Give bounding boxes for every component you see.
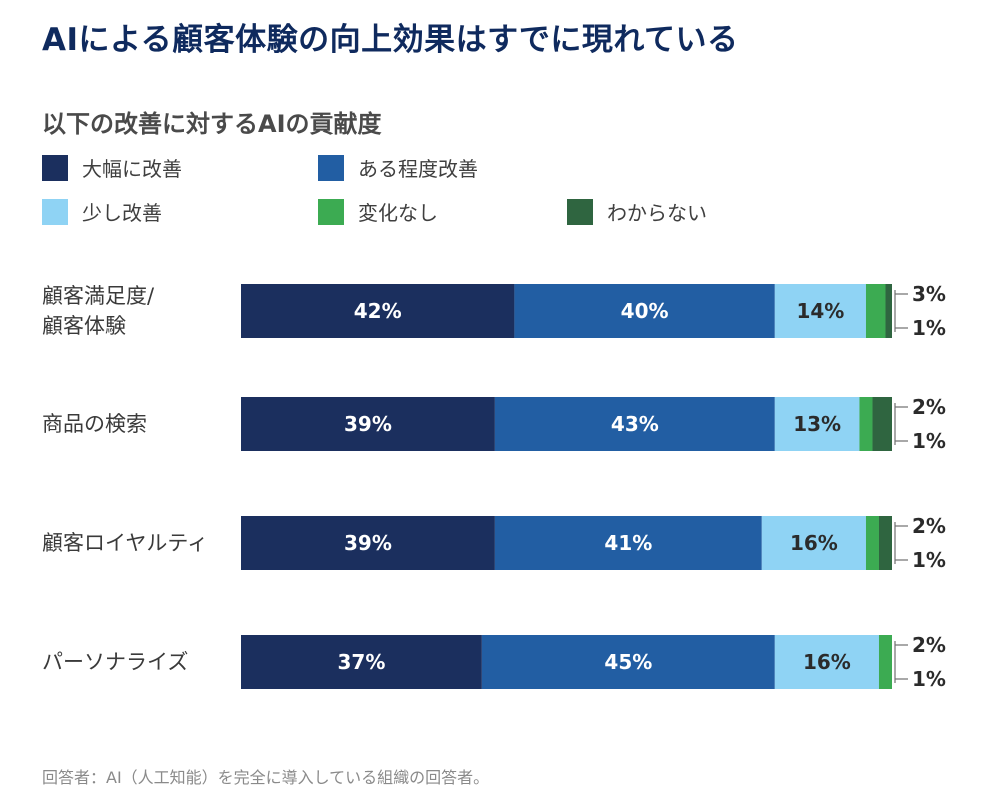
bar-segment-3 [761, 516, 866, 570]
data-label: 39% [344, 531, 392, 555]
category-label: 顧客ロイヤルティ [42, 531, 208, 555]
category-label: 商品の検索 [42, 412, 147, 436]
data-label: 42% [354, 299, 402, 323]
legend-item-major-improvement: 大幅に改善 [42, 153, 182, 182]
data-label: 13% [793, 412, 841, 436]
legend-item-slight-improvement: 少し改善 [42, 197, 162, 226]
bar-segment-2 [481, 635, 775, 689]
data-label-no-change: 3% [912, 282, 946, 306]
legend-swatch [318, 154, 344, 181]
bar-segment-1 [241, 516, 495, 570]
data-label: 16% [803, 650, 851, 674]
legend-swatch [42, 198, 68, 225]
bar-segment-3 [774, 284, 866, 338]
data-label: 39% [344, 412, 392, 436]
legend-label: 大幅に改善 [82, 157, 182, 181]
legend-item-no-change: 変化なし [318, 197, 438, 226]
chart-subtitle: 以下の改善に対するAIの貢献度 [42, 110, 382, 138]
data-label: 16% [790, 531, 838, 555]
legend-label: ある程度改善 [358, 157, 478, 181]
stacked-bar-chart: 顧客満足度/顧客体験 42% 40% 14% 3% 1% 商品の検索 39% 43% 13% 2% 1… [42, 282, 946, 691]
data-label: 45% [604, 650, 652, 674]
bar-segment-1 [241, 284, 515, 338]
footnote: 回答者：AI（人工知能）を完全に導入している組織の回答者。 [42, 768, 490, 787]
data-label-unknown: 1% [912, 548, 946, 572]
legend-swatch [42, 154, 68, 181]
bar-segment-2 [494, 516, 762, 570]
data-label: 41% [604, 531, 652, 555]
data-label: 14% [796, 299, 844, 323]
data-label-no-change: 2% [912, 395, 946, 419]
data-label: 37% [337, 650, 385, 674]
bar-segment-3 [774, 397, 860, 451]
bar-segment-5 [885, 284, 892, 338]
data-label-no-change: 2% [912, 633, 946, 657]
legend-label: 変化なし [358, 201, 438, 225]
bar-segment-2 [494, 397, 775, 451]
bar-segment-5 [872, 397, 892, 451]
data-label-no-change: 2% [912, 514, 946, 538]
bar-segment-5 [878, 516, 892, 570]
category-label: パーソナライズ [42, 650, 188, 674]
category-label: 顧客満足度/顧客体験 [42, 284, 155, 338]
legend-label: わからない [607, 201, 707, 225]
data-label-unknown: 1% [912, 429, 946, 453]
data-label: 40% [621, 299, 669, 323]
data-label: 43% [611, 412, 659, 436]
bar-segment-2 [514, 284, 775, 338]
legend-swatch [567, 198, 593, 225]
legend-item-some-improvement: ある程度改善 [318, 153, 478, 182]
legend-item-unknown: わからない [567, 197, 707, 226]
bar-segment-4 [865, 284, 886, 338]
bar-segment-4 [878, 635, 892, 689]
legend-swatch [318, 198, 344, 225]
chart-title: AIによる顧客体験の向上効果はすでに現れている [42, 22, 739, 58]
bar-segment-4 [865, 516, 879, 570]
bar-segment-3 [774, 635, 879, 689]
bar-segment-1 [241, 635, 482, 689]
data-label-unknown: 1% [912, 667, 946, 691]
data-label-unknown: 1% [912, 316, 946, 340]
bar-segment-1 [241, 397, 495, 451]
bar-segment-4 [859, 397, 873, 451]
legend-label: 少し改善 [82, 201, 162, 225]
